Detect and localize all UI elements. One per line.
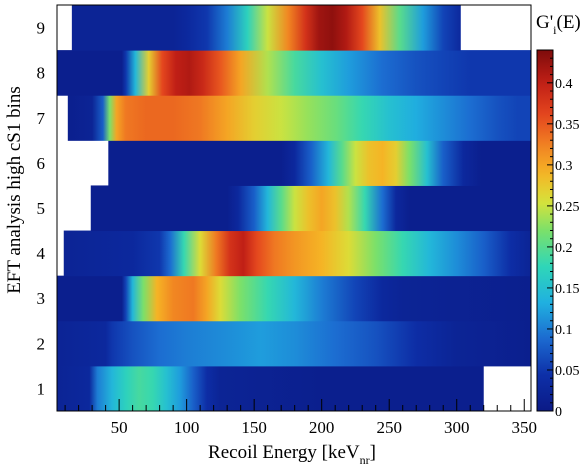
y-tick-label: 2 (37, 334, 46, 353)
x-tick-label: 350 (511, 418, 537, 437)
colorbar-tick-label: 0.05 (555, 364, 580, 379)
y-tick-label: 5 (37, 199, 46, 218)
colorbar-tick-label: 0.3 (555, 159, 573, 174)
y-tick-label: 9 (37, 19, 46, 38)
heatmap-row-bin-9 (72, 5, 461, 51)
colorbar-tick-label: 0.25 (555, 200, 580, 215)
heatmap-row-bin-3 (57, 276, 531, 322)
x-tick-label: 100 (174, 418, 200, 437)
heatmap-row-bin-2 (57, 321, 531, 367)
x-tick-label: 150 (241, 418, 267, 437)
x-tick-label: 200 (309, 418, 335, 437)
colorbar-tick-label: 0.1 (555, 323, 573, 338)
colorbar-tick-label: 0.35 (555, 118, 580, 133)
heatmap-row-bin-8 (57, 50, 531, 96)
colorbar-tick-label: 0.2 (555, 241, 573, 256)
y-tick-label: 6 (37, 154, 46, 173)
y-tick-label: 7 (37, 109, 46, 128)
y-tick-label: 1 (37, 379, 46, 398)
heatmap-cells (57, 5, 531, 412)
y-tick-label: 3 (37, 289, 46, 308)
heatmap-row-bin-1 (57, 366, 484, 412)
y-axis-title: EFT analysis high cS1 bins (4, 86, 25, 294)
heatmap-row-bin-7 (68, 95, 531, 141)
heatmap-row-bin-5 (91, 185, 531, 231)
x-tick-label: 250 (376, 418, 402, 437)
colorbar-tick-label: 0.15 (555, 282, 580, 297)
x-axis-title: Recoil Energy [keVnr] (208, 442, 376, 467)
x-tick-label: 300 (444, 418, 470, 437)
x-tick-label: 50 (111, 418, 128, 437)
heatmap-row-bin-4 (64, 231, 531, 277)
heatmap-row-bin-6 (108, 140, 531, 186)
y-tick-label: 8 (37, 64, 46, 83)
colorbar-title: G'i(E) (536, 12, 581, 37)
y-tick-label: 4 (37, 244, 46, 263)
colorbar-tick-label: 0 (555, 405, 562, 420)
colorbar-tick-label: 0.4 (555, 77, 573, 92)
